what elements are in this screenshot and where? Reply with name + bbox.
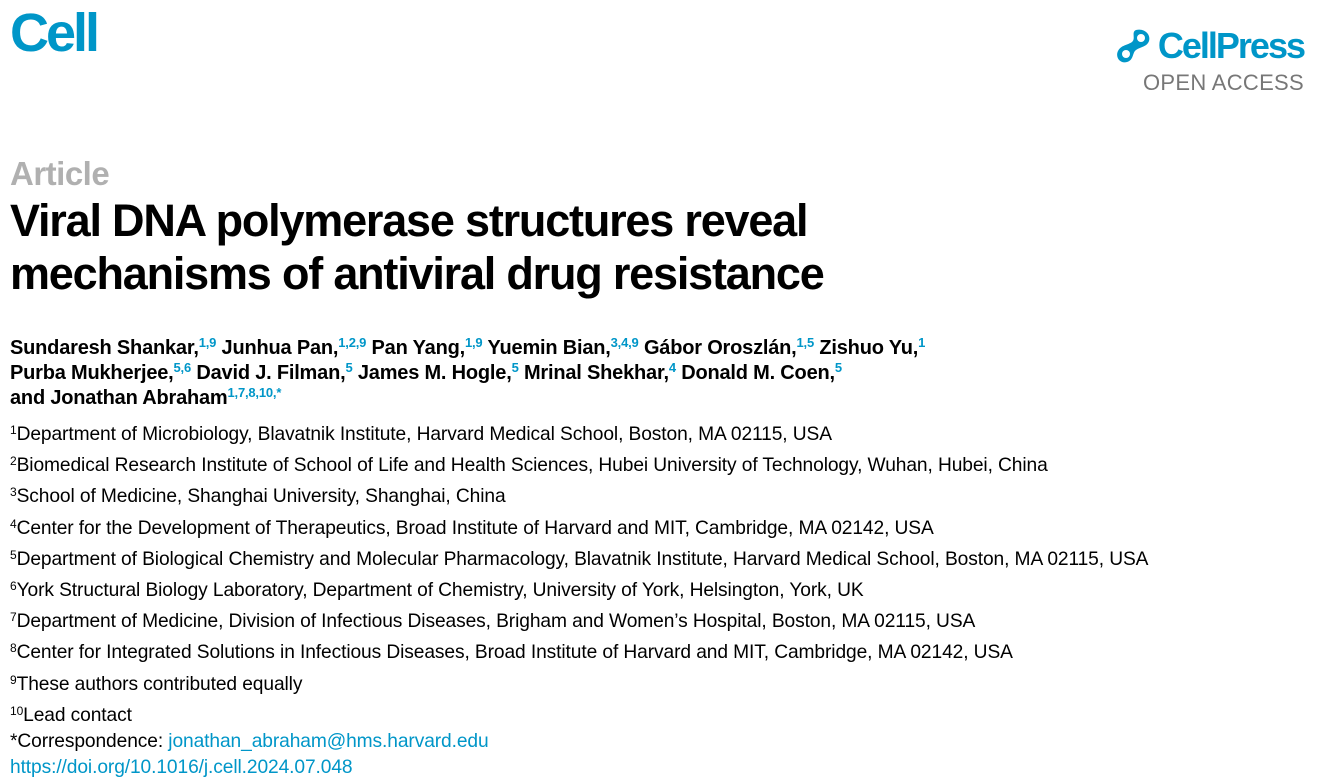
author: James M. Hogle,5 xyxy=(357,360,519,384)
title-line: mechanisms of antiviral drug resistance xyxy=(10,248,825,299)
correspondence: *Correspondence: jonathan_abraham@hms.ha… xyxy=(10,729,1148,755)
article-type: Article xyxy=(10,155,110,192)
author: Gábor Oroszlán,1,5 xyxy=(643,335,815,359)
affiliation-list: 1Department of Microbiology, Blavatnik I… xyxy=(10,417,1148,781)
affiliation: 2Biomedical Research Institute of School… xyxy=(10,454,1048,477)
author: Purba Mukherjee,5,6 xyxy=(10,360,192,384)
author: and Jonathan Abraham1,7,8,10,* xyxy=(10,385,282,409)
title-line: Viral DNA polymerase structures reveal xyxy=(10,195,809,246)
author: Donald M. Coen,5 xyxy=(681,360,842,384)
affiliation: 5Department of Biological Chemistry and … xyxy=(10,547,1149,570)
open-access-label: OPEN ACCESS xyxy=(1142,70,1304,95)
affiliation: 9These authors contributed equally xyxy=(10,672,303,695)
author: David J. Filman,5 xyxy=(196,360,353,384)
affiliation: 10Lead contact xyxy=(10,703,132,726)
affiliation: 6York Structural Biology Laboratory, Dep… xyxy=(10,579,864,602)
affiliation: 1Department of Microbiology, Blavatnik I… xyxy=(10,423,832,445)
author: Mrinal Shekhar,4 xyxy=(523,360,676,384)
publisher-logo: CellPress OPEN ACCESS xyxy=(1114,25,1306,96)
affiliation: 4Center for the Development of Therapeut… xyxy=(10,516,934,539)
article-title: Viral DNA polymerase structures reveal m… xyxy=(10,194,1210,300)
cellpress-logo-icon xyxy=(1117,29,1150,63)
affiliation: 8Center for Integrated Solutions in Infe… xyxy=(10,641,1013,664)
author: Pan Yang,1,9 xyxy=(371,335,483,359)
publisher-name: CellPress xyxy=(1157,25,1306,66)
affiliation: 3School of Medicine, Shanghai University… xyxy=(10,485,506,508)
affiliation: 7Department of Medicine, Division of Inf… xyxy=(10,610,976,633)
author: Sundaresh Shankar,1,9 xyxy=(10,335,217,359)
doi-link[interactable]: https://doi.org/10.1016/j.cell.2024.07.0… xyxy=(10,757,353,779)
author: Zishuo Yu,1 xyxy=(819,335,926,359)
journal-logo: Cell xyxy=(10,3,100,63)
author: Junhua Pan,1,2,9 xyxy=(221,335,367,359)
author: Yuemin Bian,3,4,9 xyxy=(487,335,639,359)
author-list: Sundaresh Shankar,1,9 Junhua Pan,1,2,9 P… xyxy=(10,336,1310,411)
